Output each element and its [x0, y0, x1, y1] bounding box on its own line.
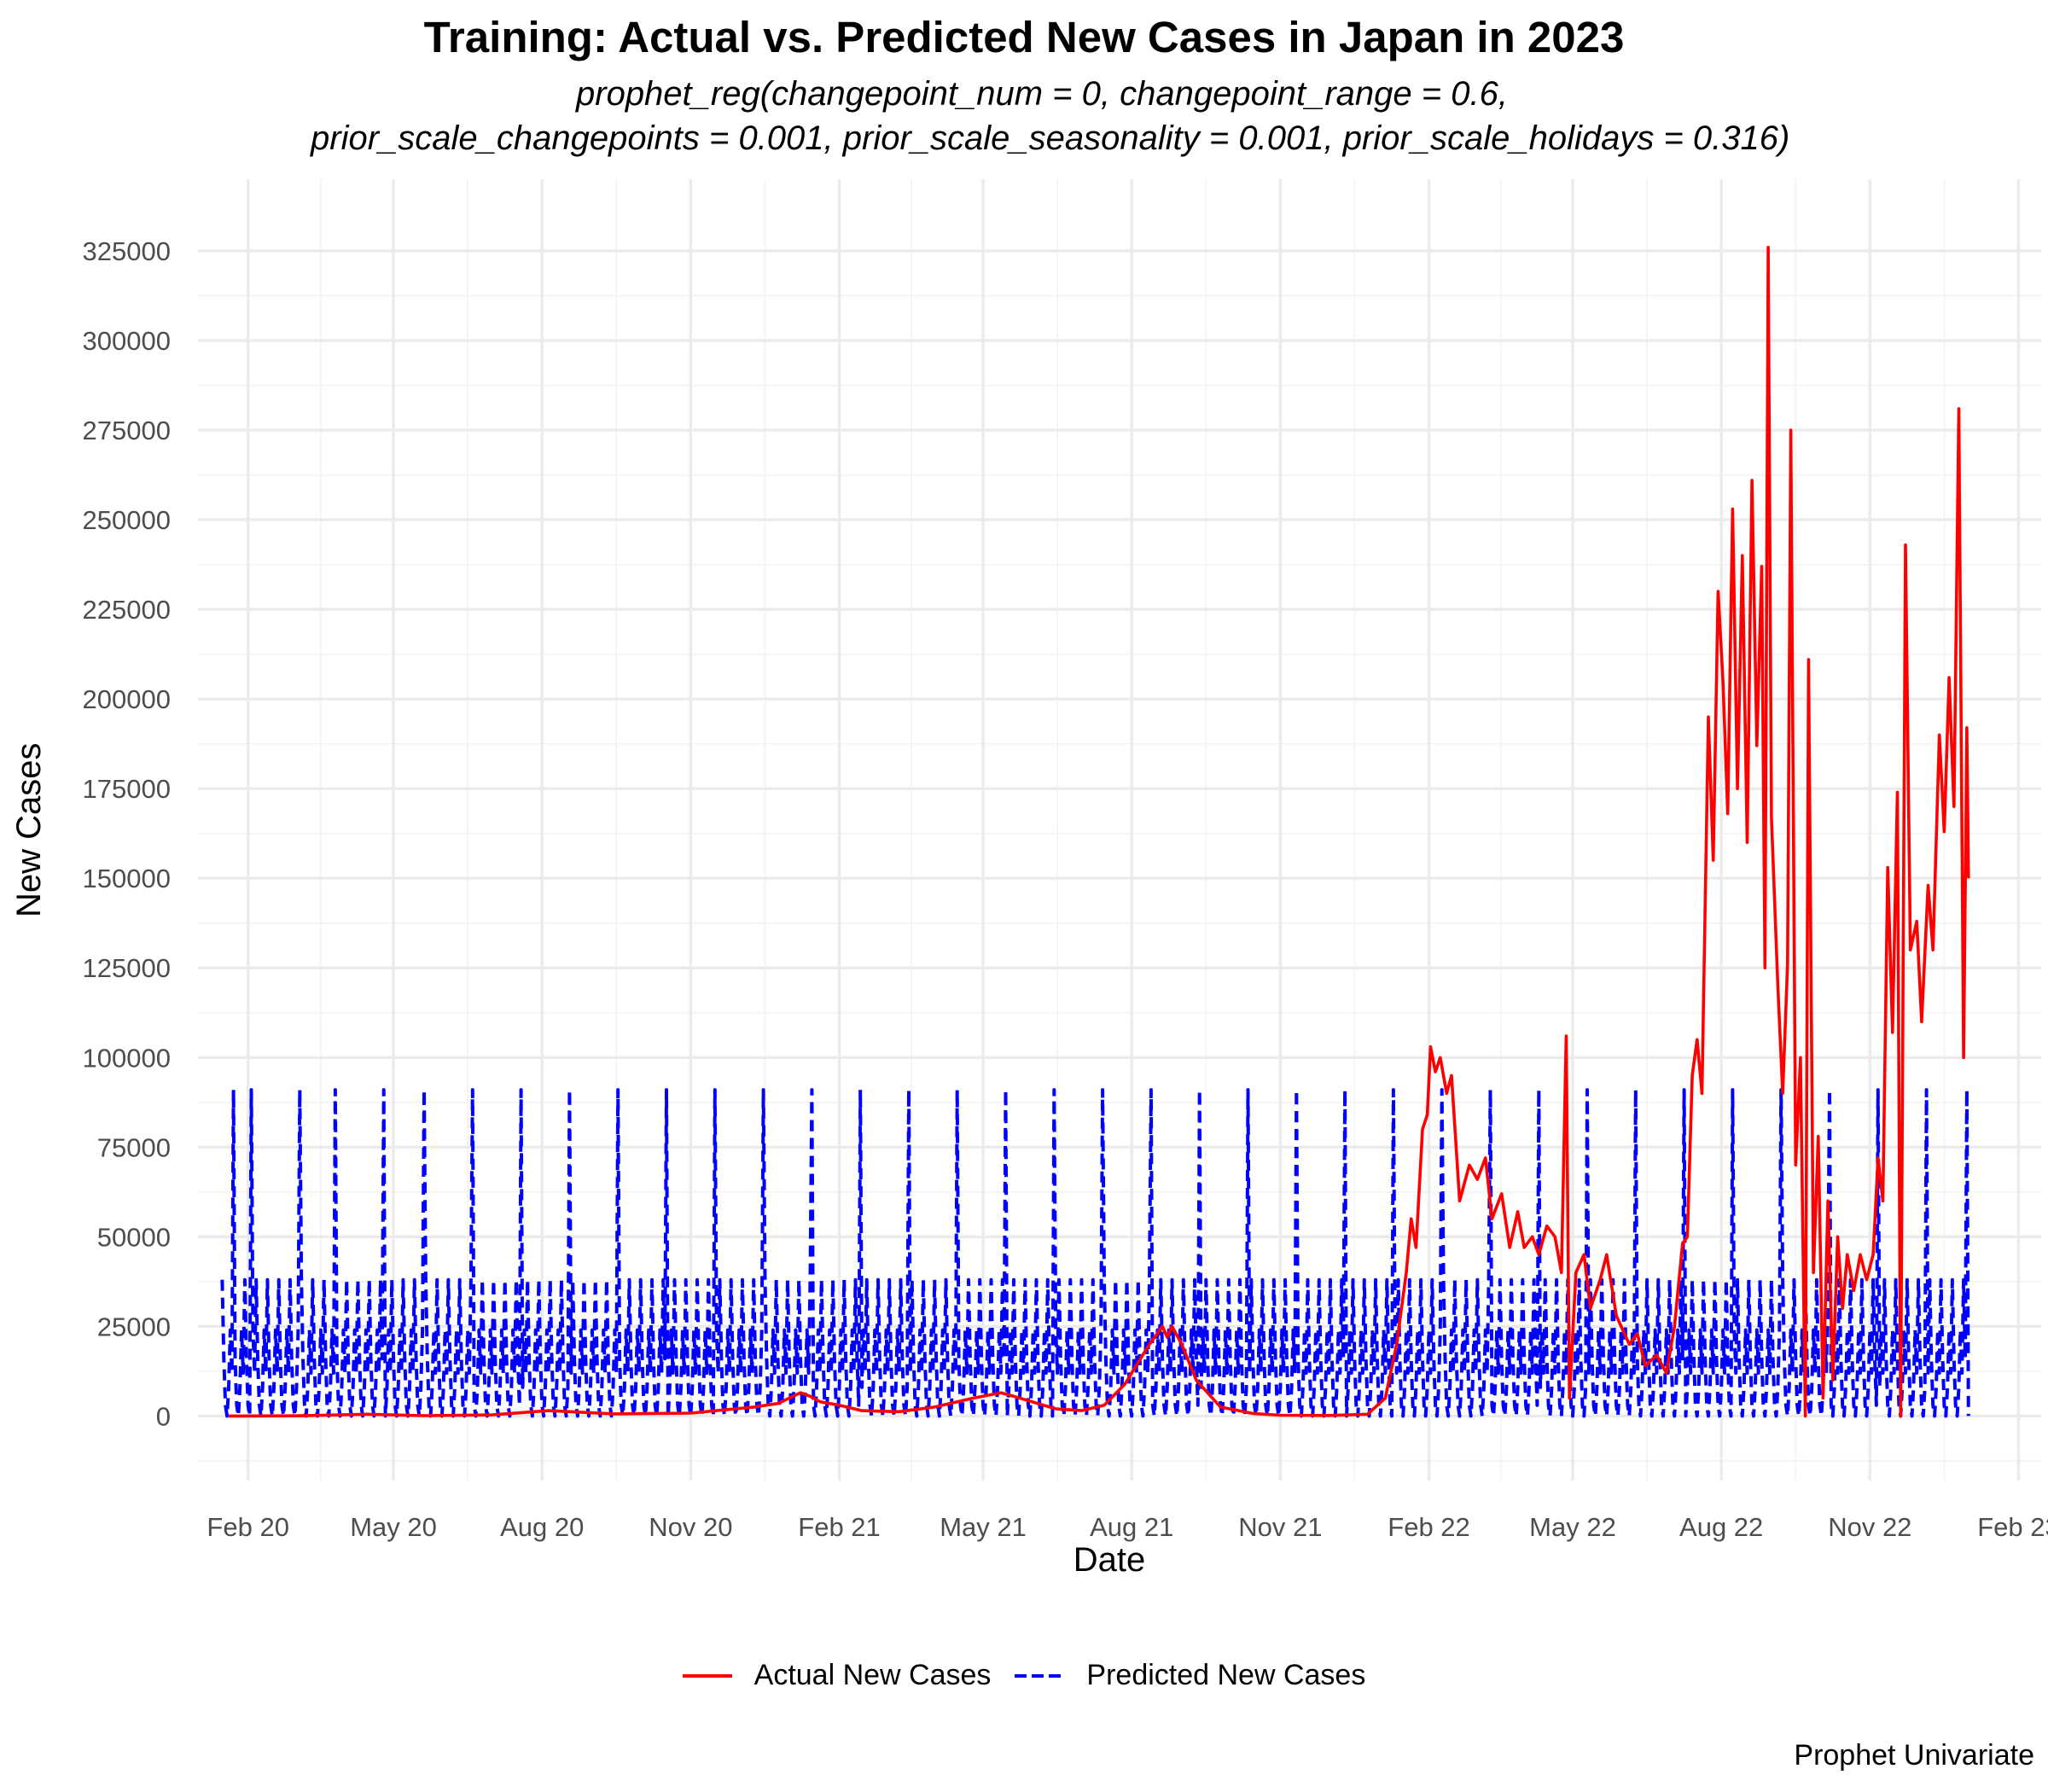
x-tick-label: Feb 20	[207, 1512, 289, 1542]
y-tick-label: 150000	[83, 864, 171, 893]
legend-label-actual: Actual New Cases	[753, 1659, 992, 1691]
y-tick-label: 275000	[83, 416, 171, 445]
x-tick-label: Feb 21	[798, 1512, 881, 1542]
y-tick-label: 100000	[83, 1043, 171, 1073]
x-axis-label: Date	[1073, 1541, 1146, 1579]
chart-legend: Actual New Cases Predicted New Cases	[0, 1659, 2048, 1692]
y-tick-label: 225000	[83, 595, 171, 625]
x-tick-label: May 21	[940, 1512, 1027, 1542]
chart-subtitle-line-2: prior_scale_changepoints = 0.001, prior_…	[311, 119, 1790, 157]
legend-item-actual: Actual New Cases	[682, 1659, 992, 1692]
x-tick-label: Aug 20	[500, 1512, 584, 1542]
y-tick-label: 125000	[83, 953, 171, 983]
x-tick-label: Aug 21	[1090, 1512, 1173, 1542]
y-tick-label: 50000	[97, 1222, 171, 1252]
chart-subtitle-line-1: prophet_reg(changepoint_num = 0, changep…	[576, 75, 1508, 113]
x-tick-label: Nov 22	[1828, 1512, 1911, 1542]
x-tick-label: Nov 20	[649, 1512, 732, 1542]
minor-gridlines	[198, 179, 2041, 1481]
x-tick-label: May 22	[1529, 1512, 1616, 1542]
y-tick-label: 0	[156, 1401, 171, 1431]
chart-caption: Prophet Univariate	[1794, 1739, 2034, 1772]
legend-key-actual-solid-line	[682, 1673, 732, 1678]
x-axis-ticks: Feb 20 May 20 Aug 20 Nov 20 Feb 21 May 21 Aug …	[207, 1512, 2048, 1542]
x-tick-label: Nov 21	[1238, 1512, 1322, 1542]
x-tick-label: Feb 22	[1388, 1512, 1470, 1542]
y-tick-label: 200000	[83, 684, 171, 714]
chart-title: Training: Actual vs. Predicted New Cases…	[423, 13, 1625, 61]
x-tick-label: Aug 22	[1679, 1512, 1763, 1542]
series-layer	[220, 246, 1970, 1418]
y-tick-label: 250000	[83, 505, 171, 535]
legend-key-predicted-dashed-line	[1015, 1673, 1065, 1678]
legend-label-predicted: Predicted New Cases	[1086, 1659, 1366, 1691]
y-tick-label: 75000	[97, 1132, 171, 1162]
y-tick-label: 25000	[97, 1312, 171, 1341]
major-gridlines	[198, 179, 2041, 1481]
x-tick-label: Feb 23	[1977, 1512, 2048, 1542]
series-line-predicted	[220, 1088, 1970, 1418]
x-tick-label: May 20	[350, 1512, 437, 1542]
series-line-actual	[228, 246, 1970, 1418]
y-axis-ticks: 0 25000 50000 75000 100000 125000 150000 175000…	[83, 236, 171, 1431]
y-tick-label: 325000	[83, 236, 171, 266]
y-axis-label: New Cases	[10, 742, 48, 917]
y-tick-label: 175000	[83, 774, 171, 804]
legend-item-predicted: Predicted New Cases	[1015, 1659, 1365, 1692]
y-tick-label: 300000	[83, 326, 171, 356]
